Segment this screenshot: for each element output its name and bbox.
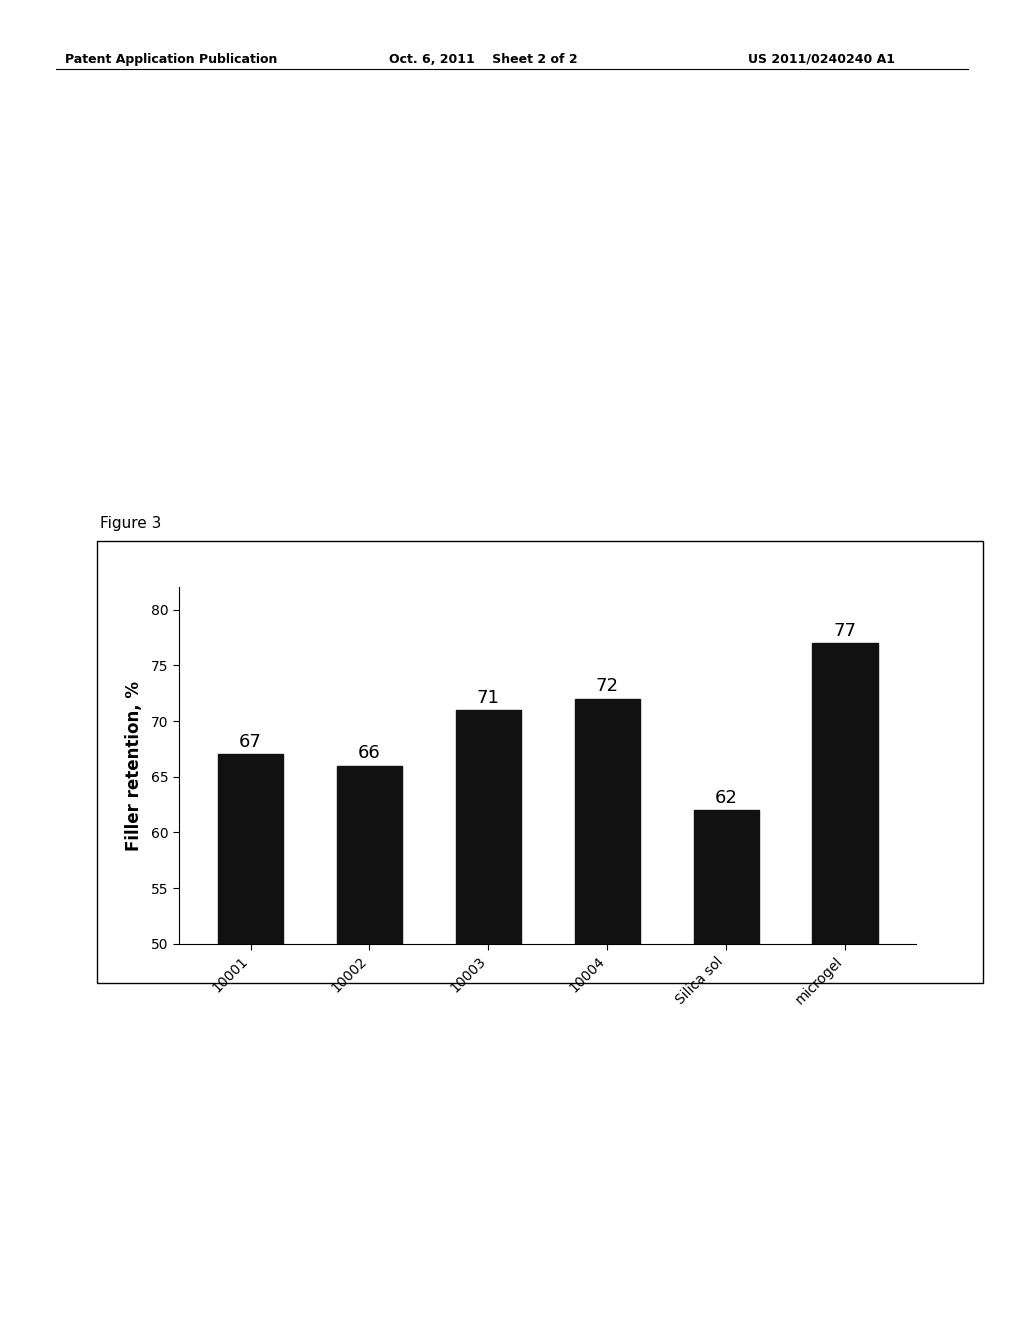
Text: 71: 71 bbox=[477, 689, 500, 706]
Bar bbox=[337, 766, 402, 944]
Bar bbox=[218, 755, 284, 944]
Bar bbox=[812, 643, 878, 944]
Text: 62: 62 bbox=[715, 789, 737, 807]
Text: Oct. 6, 2011    Sheet 2 of 2: Oct. 6, 2011 Sheet 2 of 2 bbox=[389, 53, 578, 66]
Text: 66: 66 bbox=[358, 744, 381, 762]
Text: Patent Application Publication: Patent Application Publication bbox=[65, 53, 276, 66]
Bar bbox=[693, 810, 759, 944]
Text: 72: 72 bbox=[596, 677, 618, 696]
Text: 77: 77 bbox=[834, 622, 857, 640]
Text: US 2011/0240240 A1: US 2011/0240240 A1 bbox=[748, 53, 895, 66]
Y-axis label: Filler retention, %: Filler retention, % bbox=[125, 681, 142, 850]
Text: 67: 67 bbox=[240, 733, 262, 751]
Bar bbox=[574, 698, 640, 944]
Bar bbox=[456, 710, 521, 944]
Text: Figure 3: Figure 3 bbox=[100, 516, 162, 531]
